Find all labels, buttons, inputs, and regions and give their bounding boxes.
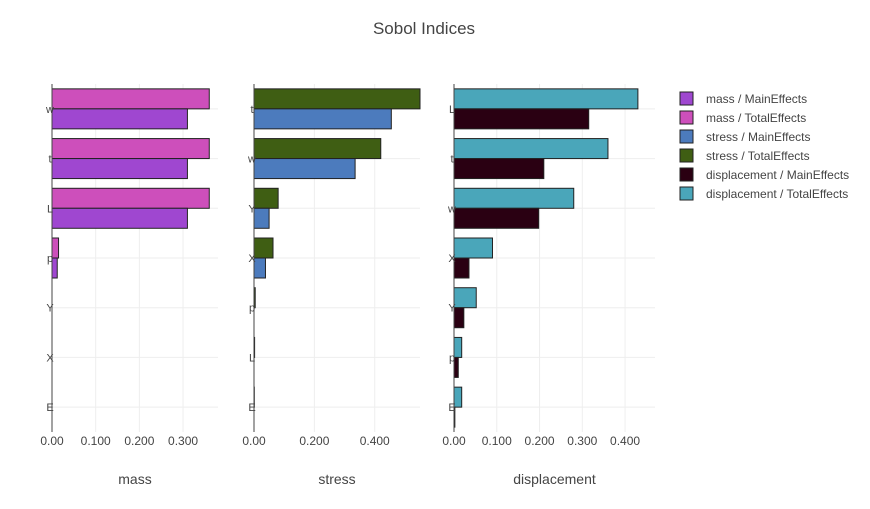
legend-swatch [679, 186, 694, 201]
x-tick-label: 0.00 [442, 434, 466, 448]
y-category-label: p [47, 253, 53, 265]
legend-label: mass / MainEffects [706, 92, 807, 106]
y-category-label: p [449, 352, 455, 364]
legend-swatch [679, 167, 694, 182]
x-tick-label: 0.00 [242, 434, 266, 448]
bar [253, 207, 270, 229]
x-axis-title: stress [318, 471, 355, 487]
x-tick-label: 0.400 [610, 434, 640, 448]
bar [51, 207, 188, 229]
y-category-label: X [448, 253, 456, 265]
y-category-label: E [448, 402, 455, 414]
y-category-label: L [47, 203, 53, 215]
y-category-label: L [249, 352, 255, 364]
y-category-label: t [250, 104, 253, 116]
x-tick-label: 0.200 [299, 434, 329, 448]
bar [453, 88, 639, 110]
y-category-label: w [45, 104, 54, 116]
bar [51, 158, 188, 180]
x-tick-label: 0.300 [567, 434, 597, 448]
legend-swatch [679, 148, 694, 163]
bar [453, 237, 493, 259]
bar [453, 138, 609, 160]
x-tick-label: 0.200 [124, 434, 154, 448]
x-tick-label: 0.100 [81, 434, 111, 448]
bar [453, 287, 477, 309]
bar [453, 207, 540, 229]
bar [253, 108, 392, 130]
x-tick-label: 0.300 [168, 434, 198, 448]
bar [453, 108, 590, 130]
x-tick-label: 0.400 [360, 434, 390, 448]
chart-title: Sobol Indices [373, 19, 475, 38]
y-category-label: Y [448, 303, 456, 315]
y-category-label: t [450, 154, 453, 166]
bar [51, 108, 188, 130]
bar [453, 336, 463, 358]
bar [253, 138, 382, 160]
legend-label: mass / TotalEffects [706, 111, 806, 125]
y-category-label: t [48, 154, 51, 166]
legend-swatch [679, 91, 694, 106]
y-category-label: w [447, 203, 456, 215]
bar [51, 88, 210, 110]
bar [453, 158, 545, 180]
bar [51, 187, 210, 209]
y-category-label: X [248, 253, 256, 265]
x-axis-title: displacement [513, 471, 596, 487]
bar [253, 187, 279, 209]
legend-label: stress / MainEffects [706, 130, 810, 144]
bar [453, 187, 575, 209]
y-category-label: E [46, 402, 53, 414]
bar [253, 88, 421, 110]
bar [253, 257, 266, 279]
legend-label: displacement / MainEffects [706, 168, 849, 182]
y-category-label: E [248, 402, 255, 414]
y-category-label: p [249, 303, 255, 315]
bar [453, 257, 470, 279]
bar [51, 138, 210, 160]
x-tick-label: 0.200 [525, 434, 555, 448]
y-category-label: X [46, 352, 54, 364]
bar [253, 237, 274, 259]
x-tick-label: 0.00 [40, 434, 64, 448]
legend-swatch [679, 110, 694, 125]
y-category-label: Y [46, 303, 54, 315]
bar [253, 158, 356, 180]
legend-label: stress / TotalEffects [706, 149, 810, 163]
x-tick-label: 0.100 [482, 434, 512, 448]
y-category-label: w [247, 154, 256, 166]
x-axis-title: mass [118, 471, 151, 487]
y-category-label: Y [248, 203, 256, 215]
legend-label: displacement / TotalEffects [706, 187, 848, 201]
y-category-label: L [449, 104, 455, 116]
legend-swatch [679, 129, 694, 144]
